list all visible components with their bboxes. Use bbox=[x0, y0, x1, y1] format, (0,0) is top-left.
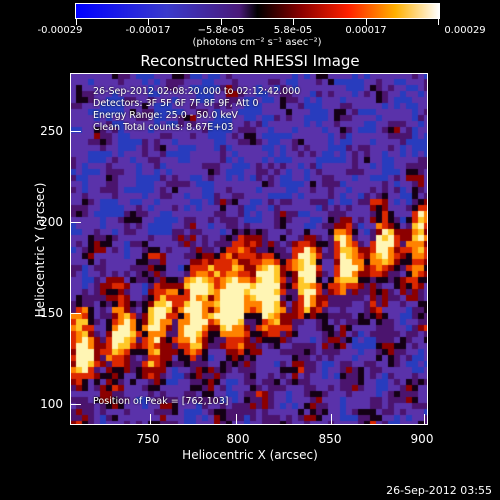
y-axis-label: Heliocentric Y (arcsec) bbox=[33, 182, 47, 318]
colorbar-label: -0.00017 bbox=[125, 25, 171, 36]
y-tick-label: 100 bbox=[40, 397, 63, 411]
x-tick-label: 800 bbox=[226, 432, 250, 446]
y-tick bbox=[70, 222, 81, 223]
x-tick-label: 750 bbox=[136, 432, 160, 446]
colorbar-tick bbox=[293, 19, 294, 25]
colorbar-units: (photons cm⁻² s⁻¹ asec⁻²) bbox=[192, 37, 322, 48]
x-axis-label: Heliocentric X (arcsec) bbox=[182, 448, 318, 462]
y-tick bbox=[70, 404, 81, 405]
info-time-range: 26-Sep-2012 02:08:20.000 to 02:12:42.000 bbox=[93, 86, 301, 97]
y-tick-label: 200 bbox=[40, 215, 63, 229]
colorbar-label: −5.8e-05 bbox=[197, 25, 245, 36]
info-detectors: Detectors: 3F 5F 6F 7F 8F 9F, Att 0 bbox=[93, 98, 259, 109]
rhessi-image bbox=[70, 73, 428, 425]
colorbar-tick bbox=[438, 19, 439, 25]
plot-title: Reconstructed RHESSI Image bbox=[140, 52, 360, 70]
y-tick bbox=[70, 131, 81, 132]
x-tick bbox=[150, 414, 151, 425]
x-tick-label: 850 bbox=[318, 432, 342, 446]
x-tick bbox=[236, 414, 237, 425]
x-tick-label: 900 bbox=[410, 432, 434, 446]
colorbar-label: -0.00029 bbox=[37, 25, 83, 36]
colorbar-tick bbox=[221, 19, 222, 25]
info-total-counts: Clean Total counts: 8.67E+03 bbox=[93, 122, 234, 133]
colorbar-label: 0.00017 bbox=[345, 25, 387, 36]
info-peak-position: Position of Peak = [762,103] bbox=[93, 396, 229, 407]
x-tick bbox=[424, 414, 425, 425]
y-tick bbox=[70, 313, 81, 314]
colorbar-tick bbox=[366, 19, 367, 25]
y-tick-label: 250 bbox=[40, 124, 63, 138]
colorbar-tick bbox=[76, 19, 77, 25]
colorbar-tick bbox=[148, 19, 149, 25]
y-tick-label: 150 bbox=[40, 306, 63, 320]
render-timestamp: 26-Sep-2012 03:55 bbox=[386, 484, 492, 497]
info-energy-range: Energy Range: 25.0 - 50.0 keV bbox=[93, 110, 238, 121]
colorbar-label: 5.8e-05 bbox=[273, 25, 313, 36]
x-tick bbox=[331, 414, 332, 425]
colorbar-label: 0.00029 bbox=[444, 25, 486, 36]
colorbar bbox=[75, 3, 440, 19]
